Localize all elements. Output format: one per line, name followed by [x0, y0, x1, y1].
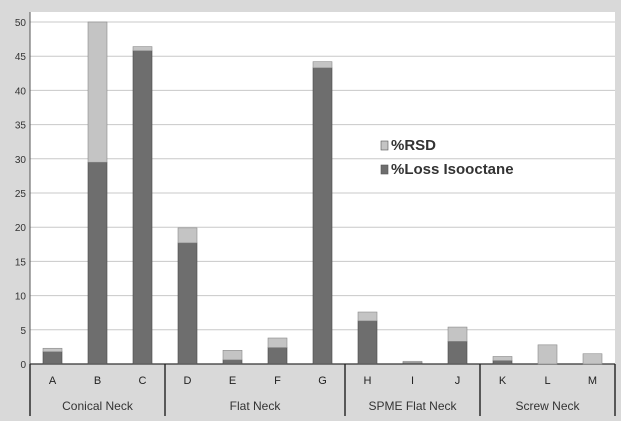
y-tick-label-30: 30 — [15, 155, 27, 166]
group-label-flat-neck: Flat Neck — [230, 399, 282, 413]
bar-rsd-K — [492, 356, 513, 361]
bar-rsd-L — [537, 344, 558, 365]
y-tick-label-5: 5 — [20, 326, 26, 337]
bar-loss-isooctane-A — [42, 351, 63, 365]
legend-label-pct-loss-isooctane: %Loss Isooctane — [391, 161, 514, 178]
y-tick-label-10: 10 — [15, 292, 27, 303]
bar-rsd-F — [267, 337, 288, 348]
x-axis-category-labels: A B C D E F G H I J K L M — [49, 375, 597, 387]
legend-swatch-pct-rsd — [380, 140, 389, 151]
bars — [42, 21, 603, 365]
bar-rsd-G — [312, 61, 333, 69]
bar-loss-isooctane-K — [492, 360, 513, 365]
x-category-label-K: K — [499, 375, 507, 387]
x-axis-group-labels: Conical Neck Flat Neck SPME Flat Neck Screw… — [29, 364, 616, 416]
bar-rsd-D — [177, 227, 198, 244]
y-tick-label-20: 20 — [15, 223, 27, 234]
bar-loss-isooctane-J — [447, 341, 468, 365]
bar-rsd-A — [42, 347, 63, 352]
group-label-screw-neck: Screw Neck — [515, 399, 580, 413]
x-category-label-J: J — [455, 375, 461, 387]
bar-rsd-C — [132, 46, 153, 52]
x-category-label-G: G — [318, 375, 327, 387]
y-axis-tick-labels: 0 5 10 15 20 25 30 35 40 45 50 — [15, 18, 27, 371]
x-category-label-M: M — [588, 375, 597, 387]
bar-loss-isooctane-B — [87, 161, 108, 365]
bar-loss-isooctane-E — [222, 359, 243, 365]
x-category-label-H: H — [364, 375, 372, 387]
x-category-label-B: B — [94, 375, 101, 387]
bar-rsd-E — [222, 350, 243, 361]
x-category-label-F: F — [274, 375, 281, 387]
legend: %RSD %Loss Isooctane — [380, 137, 514, 178]
legend-label-pct-rsd: %RSD — [391, 137, 436, 154]
x-category-label-D: D — [184, 375, 192, 387]
group-label-conical-neck: Conical Neck — [62, 399, 134, 413]
y-tick-label-15: 15 — [15, 257, 27, 268]
bar-rsd-I — [402, 360, 423, 363]
x-category-label-I: I — [411, 375, 414, 387]
x-category-label-L: L — [544, 375, 550, 387]
bar-loss-isooctane-G — [312, 67, 333, 365]
x-category-label-C: C — [139, 375, 147, 387]
bar-rsd-B — [87, 21, 108, 163]
y-tick-label-35: 35 — [15, 121, 27, 132]
y-tick-label-50: 50 — [15, 18, 27, 29]
legend-swatch-pct-loss-isooctane — [380, 164, 389, 175]
bar-loss-isooctane-H — [357, 320, 378, 365]
y-tick-label-25: 25 — [15, 189, 27, 200]
bar-rsd-H — [357, 311, 378, 322]
x-category-label-E: E — [229, 375, 236, 387]
y-tick-label-45: 45 — [15, 52, 27, 63]
bar-loss-isooctane-D — [177, 242, 198, 365]
bar-rsd-J — [447, 326, 468, 342]
group-label-spme-flat-neck: SPME Flat Neck — [368, 399, 457, 413]
bar-loss-isooctane-F — [267, 347, 288, 365]
bar-loss-isooctane-C — [132, 50, 153, 365]
bar-rsd-M — [582, 353, 603, 365]
y-tick-label-40: 40 — [15, 86, 27, 97]
x-category-label-A: A — [49, 375, 57, 387]
y-tick-label-0: 0 — [20, 360, 26, 371]
